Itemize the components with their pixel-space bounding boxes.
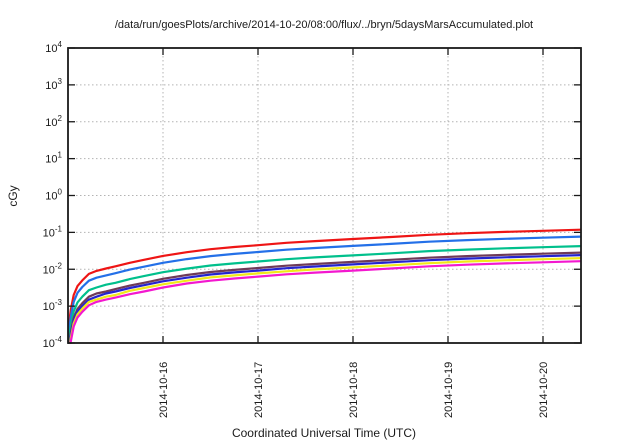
y-tick-label: 103 (45, 77, 62, 92)
series-line-magenta (69, 260, 581, 344)
y-tick-label: 100 (45, 188, 62, 203)
y-tick-label: 102 (45, 114, 62, 129)
x-tick-label: 2014-10-20 (538, 362, 550, 418)
series-line-dark-purple (68, 251, 581, 344)
grid-lines (68, 48, 581, 343)
series-line-red (68, 228, 581, 344)
x-tick-label: 2014-10-17 (253, 362, 265, 418)
x-tick-label: 2014-10-16 (158, 362, 170, 418)
x-tick-labels: 2014-10-16 2014-10-17 2014-10-18 2014-10-19… (158, 362, 550, 418)
x-tick-label: 2014-10-18 (348, 362, 360, 418)
chart-title: /data/run/goesPlots/archive/2014-10-20/0… (115, 19, 533, 31)
y-tick-label: 101 (45, 151, 62, 166)
y-axis-label: cGy (6, 185, 20, 206)
x-tick-label: 2014-10-19 (443, 362, 455, 418)
series-line-teal-green (68, 245, 581, 344)
y-tick-label: 10-1 (43, 224, 63, 239)
x-axis-label: Coordinated Universal Time (UTC) (232, 426, 416, 440)
series-line-navy-blue (68, 254, 581, 344)
y-tick-label: 104 (45, 40, 62, 55)
series-line-blue (68, 235, 581, 344)
y-tick-label: 10-4 (43, 335, 63, 350)
y-tick-label: 10-2 (43, 261, 63, 276)
series-line-yellow (68, 257, 581, 344)
data-series (68, 228, 581, 344)
y-tick-label: 10-3 (43, 298, 63, 313)
plot-frame (67, 47, 582, 344)
y-tick-labels: 104 103 102 101 100 10-1 10-2 10-3 10-4 (43, 40, 63, 350)
